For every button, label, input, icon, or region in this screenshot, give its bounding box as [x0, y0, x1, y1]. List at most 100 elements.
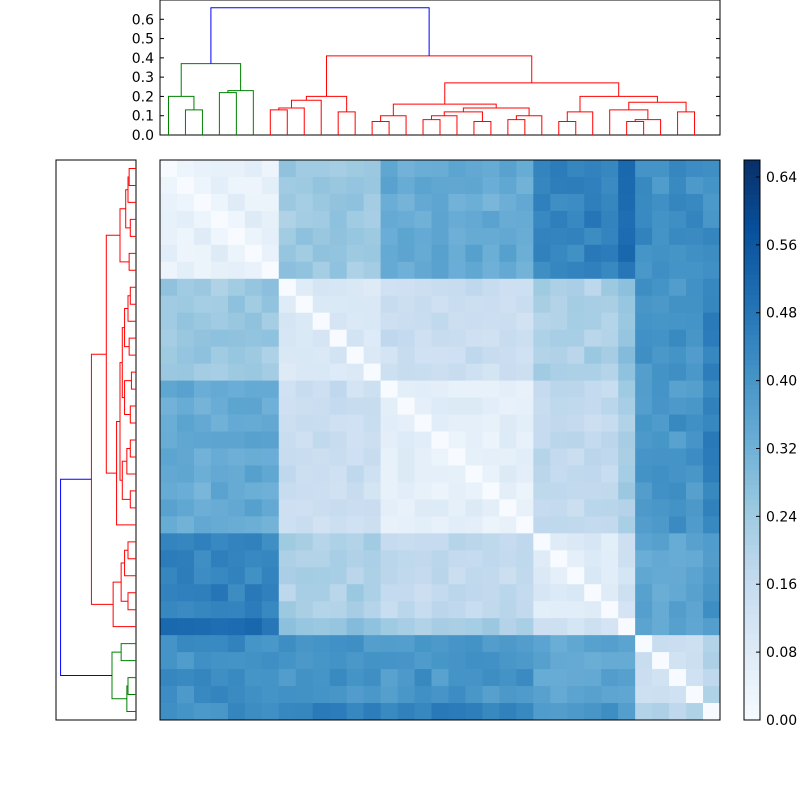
heatmap-cell [533, 533, 551, 551]
heatmap-cell [533, 329, 551, 348]
heatmap-cell [363, 584, 382, 602]
heatmap-cell [499, 176, 517, 195]
colorbar-segment [744, 330, 760, 336]
heatmap-cell [261, 703, 280, 721]
heatmap-cell [669, 431, 687, 449]
heatmap-cell [686, 346, 704, 365]
heatmap-cell [482, 210, 500, 229]
heatmap-cell [618, 278, 636, 297]
heatmap-cell [431, 261, 449, 280]
heatmap-cell [448, 160, 466, 178]
heatmap-cell [244, 533, 263, 551]
heatmap-cell [669, 397, 687, 415]
heatmap-cell [448, 329, 466, 348]
dendrogram-link [431, 115, 458, 135]
heatmap-cell [482, 635, 500, 653]
heatmap-cell [160, 312, 178, 331]
colorbar-segment [744, 630, 760, 636]
dendrogram-link [129, 439, 136, 458]
heatmap-cell [652, 346, 670, 365]
heatmap-cell [635, 176, 653, 195]
heatmap-cell [176, 227, 195, 246]
heatmap-cell [295, 465, 314, 483]
colorbar-segment [744, 565, 760, 571]
heatmap-cell [431, 176, 449, 195]
heatmap-cell [669, 584, 687, 602]
heatmap-cell [499, 635, 517, 653]
heatmap-cell [363, 193, 382, 212]
colorbar-segment [744, 220, 760, 226]
heatmap-cell [278, 669, 297, 687]
heatmap-cell [431, 295, 449, 314]
heatmap-cell [652, 703, 670, 721]
heatmap-cell [244, 567, 263, 585]
heatmap-cell [346, 703, 365, 721]
heatmap-cell [533, 635, 551, 653]
heatmap-cell [550, 329, 568, 348]
heatmap-cell [278, 584, 297, 602]
heatmap-cell [686, 669, 704, 687]
heatmap-cell [380, 652, 398, 670]
heatmap-cell [482, 465, 500, 483]
heatmap-cell [652, 210, 670, 229]
heatmap-cell [618, 703, 636, 721]
heatmap-cell [193, 414, 212, 432]
heatmap-cell [533, 363, 551, 382]
heatmap-cell [601, 397, 619, 415]
heatmap-cell [431, 499, 449, 517]
heatmap-cell [176, 618, 195, 636]
heatmap-cell [482, 397, 500, 415]
heatmap-cell [618, 329, 636, 348]
heatmap-cell [278, 193, 297, 212]
heatmap-cell [533, 448, 551, 466]
heatmap-cell [227, 227, 246, 246]
heatmap-cell [533, 210, 551, 229]
heatmap-cell [431, 533, 449, 551]
heatmap-cell [329, 703, 348, 721]
heatmap-cell [550, 499, 568, 517]
heatmap-cell [278, 346, 297, 365]
heatmap-cell [261, 227, 280, 246]
dendrogram-link [507, 119, 526, 135]
heatmap-cell [550, 482, 568, 500]
heatmap-cell [703, 652, 721, 670]
heatmap-cell [533, 312, 551, 331]
colorbar-segment [744, 295, 760, 301]
heatmap-cell [261, 244, 280, 263]
heatmap-cell [669, 635, 687, 653]
heatmap-cell [227, 635, 246, 653]
heatmap-cell [703, 431, 721, 449]
dendrogram-link [473, 121, 492, 135]
heatmap-cell [465, 160, 483, 178]
heatmap-cell [618, 295, 636, 314]
heatmap-cell [210, 635, 229, 653]
heatmap-cell [533, 380, 551, 398]
dendrogram-link [119, 208, 130, 263]
heatmap-cell [567, 346, 585, 365]
heatmap-cell [601, 465, 619, 483]
heatmap-cell [363, 431, 382, 449]
heatmap-cell [329, 329, 348, 348]
heatmap-cell [397, 635, 415, 653]
heatmap-cell [635, 618, 653, 636]
heatmap-cell [363, 295, 382, 314]
heatmap-cell [669, 499, 687, 517]
heatmap-cell [278, 567, 297, 585]
heatmap-cell [431, 431, 449, 449]
colorbar-segment [744, 520, 760, 526]
heatmap-cell [227, 703, 246, 721]
heatmap-cell [703, 618, 721, 636]
colorbar-tick-label: 0.00 [766, 713, 797, 729]
heatmap-cell [346, 346, 365, 365]
heatmap-cell [482, 312, 500, 331]
heatmap-cell [584, 652, 602, 670]
colorbar-segment [744, 300, 760, 306]
heatmap-cell [261, 380, 280, 398]
heatmap-cell [278, 160, 297, 178]
colorbar-segment [744, 485, 760, 491]
heatmap-cell [380, 329, 398, 348]
heatmap-cell [567, 703, 585, 721]
heatmap-cell [465, 550, 483, 568]
heatmap-cell [567, 584, 585, 602]
heatmap-cell [397, 210, 415, 229]
